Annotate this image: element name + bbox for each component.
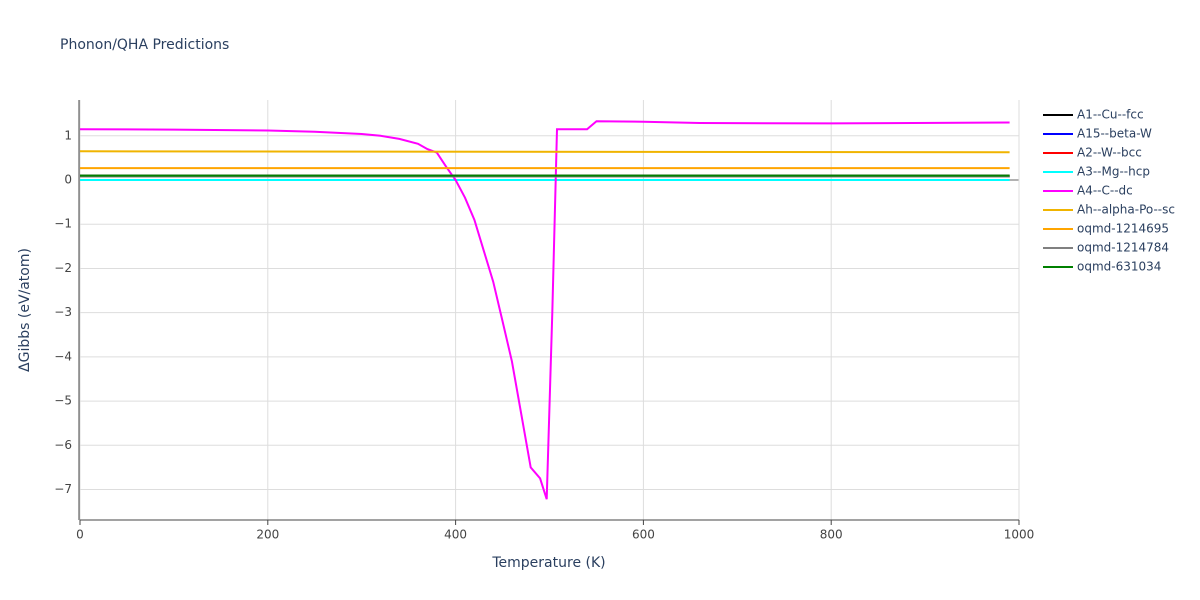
legend-label: oqmd-1214695 bbox=[1077, 222, 1169, 236]
y-tick-label: −1 bbox=[54, 217, 72, 231]
y-tick-label: −4 bbox=[54, 349, 72, 363]
x-axis-title: Temperature (K) bbox=[491, 555, 605, 571]
legend-label: Ah--alpha-Po--sc bbox=[1077, 203, 1175, 217]
x-tick-label: 600 bbox=[632, 528, 655, 542]
y-tick-label: −2 bbox=[54, 261, 72, 275]
legend-label: oqmd-1214784 bbox=[1077, 241, 1169, 255]
y-tick-label: −6 bbox=[54, 438, 72, 452]
series-line bbox=[79, 120, 1010, 500]
legend-label: A15--beta-W bbox=[1077, 127, 1152, 141]
legend-label: A4--C--dc bbox=[1077, 184, 1133, 198]
y-axis-title: ΔGibbs (eV/atom) bbox=[17, 248, 33, 372]
x-tick-label: 1000 bbox=[1004, 528, 1035, 542]
y-tick-label: 1 bbox=[64, 128, 72, 142]
x-tick-label: 0 bbox=[76, 528, 84, 542]
y-tick-label: −3 bbox=[54, 305, 72, 319]
chart-title: Phonon/QHA Predictions bbox=[60, 37, 229, 53]
y-tick-label: −5 bbox=[54, 394, 72, 408]
legend-label: A1--Cu--fcc bbox=[1077, 108, 1144, 122]
x-tick-label: 200 bbox=[256, 528, 279, 542]
y-tick-label: 0 bbox=[64, 173, 72, 187]
y-tick-label: −7 bbox=[54, 482, 72, 496]
x-tick-label: 800 bbox=[820, 528, 843, 542]
legend-label: A2--W--bcc bbox=[1077, 146, 1142, 160]
series-line bbox=[79, 150, 1010, 154]
x-tick-label: 400 bbox=[444, 528, 467, 542]
legend-label: A3--Mg--hcp bbox=[1077, 165, 1150, 179]
legend-label: oqmd-631034 bbox=[1077, 260, 1161, 274]
